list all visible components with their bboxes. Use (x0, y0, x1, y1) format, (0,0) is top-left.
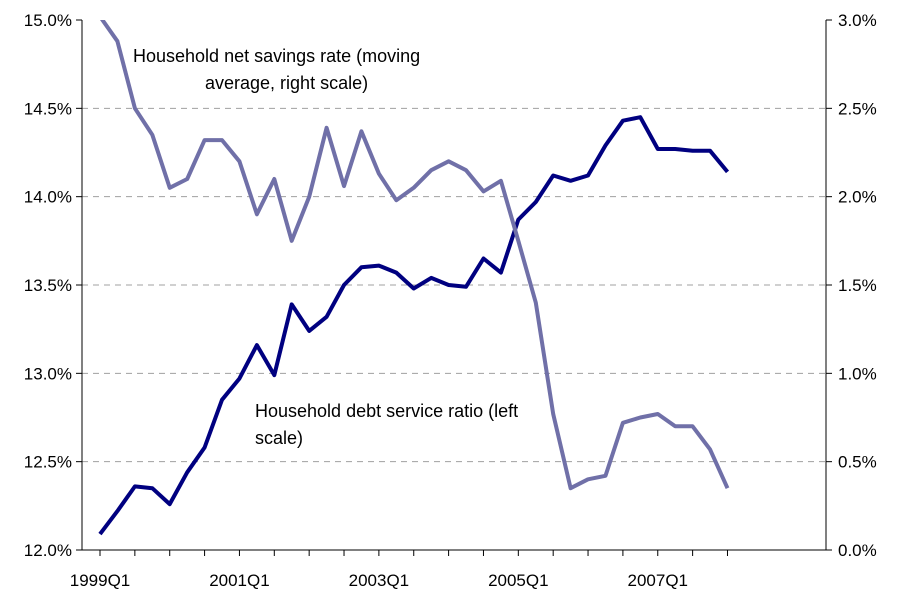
savings-annotation-line-2: average, right scale) (205, 73, 368, 93)
left-axis-tick-label: 14.0% (24, 188, 72, 207)
debt-service-ratio-line (98, 115, 730, 536)
left-axis-tick-label: 14.5% (24, 99, 72, 118)
right-axis-tick-label: 1.0% (838, 364, 877, 383)
x-axis-tick-label: 2007Q1 (628, 571, 689, 590)
right-axis-tick-label: 1.5% (838, 276, 877, 295)
right-axis-tick-label: 0.0% (838, 541, 877, 560)
debt-annotation-line-2: scale) (255, 428, 303, 448)
right-axis-tick-label: 2.0% (838, 188, 877, 207)
x-axis-tick-label: 2003Q1 (349, 571, 410, 590)
left-axis-tick-label: 13.0% (24, 364, 72, 383)
x-axis-tick-label: 2001Q1 (209, 571, 270, 590)
axes (76, 19, 832, 556)
debt-annotation-line-1: Household debt service ratio (left (255, 401, 518, 421)
x-axis-tick-label: 2005Q1 (488, 571, 549, 590)
left-axis-tick-label: 12.5% (24, 453, 72, 472)
savings-annotation-line-1: Household net savings rate (moving (133, 46, 420, 66)
series-lines (98, 20, 730, 536)
right-axis-tick-label: 3.0% (838, 11, 877, 30)
left-axis-tick-label: 12.0% (24, 541, 72, 560)
tick-labels: 12.0% 0.0% 12.5% 0.5% 13.0% 1.0% 13.5% 1.5% 14.0… (24, 11, 877, 590)
right-axis-tick-label: 2.5% (838, 99, 877, 118)
savings-rate-line (100, 20, 730, 491)
left-axis-tick-label: 15.0% (24, 11, 72, 30)
x-axis-tick-label: 1999Q1 (70, 571, 131, 590)
gridlines (82, 107, 826, 463)
right-axis-tick-label: 0.5% (838, 453, 877, 472)
left-axis-tick-label: 13.5% (24, 276, 72, 295)
